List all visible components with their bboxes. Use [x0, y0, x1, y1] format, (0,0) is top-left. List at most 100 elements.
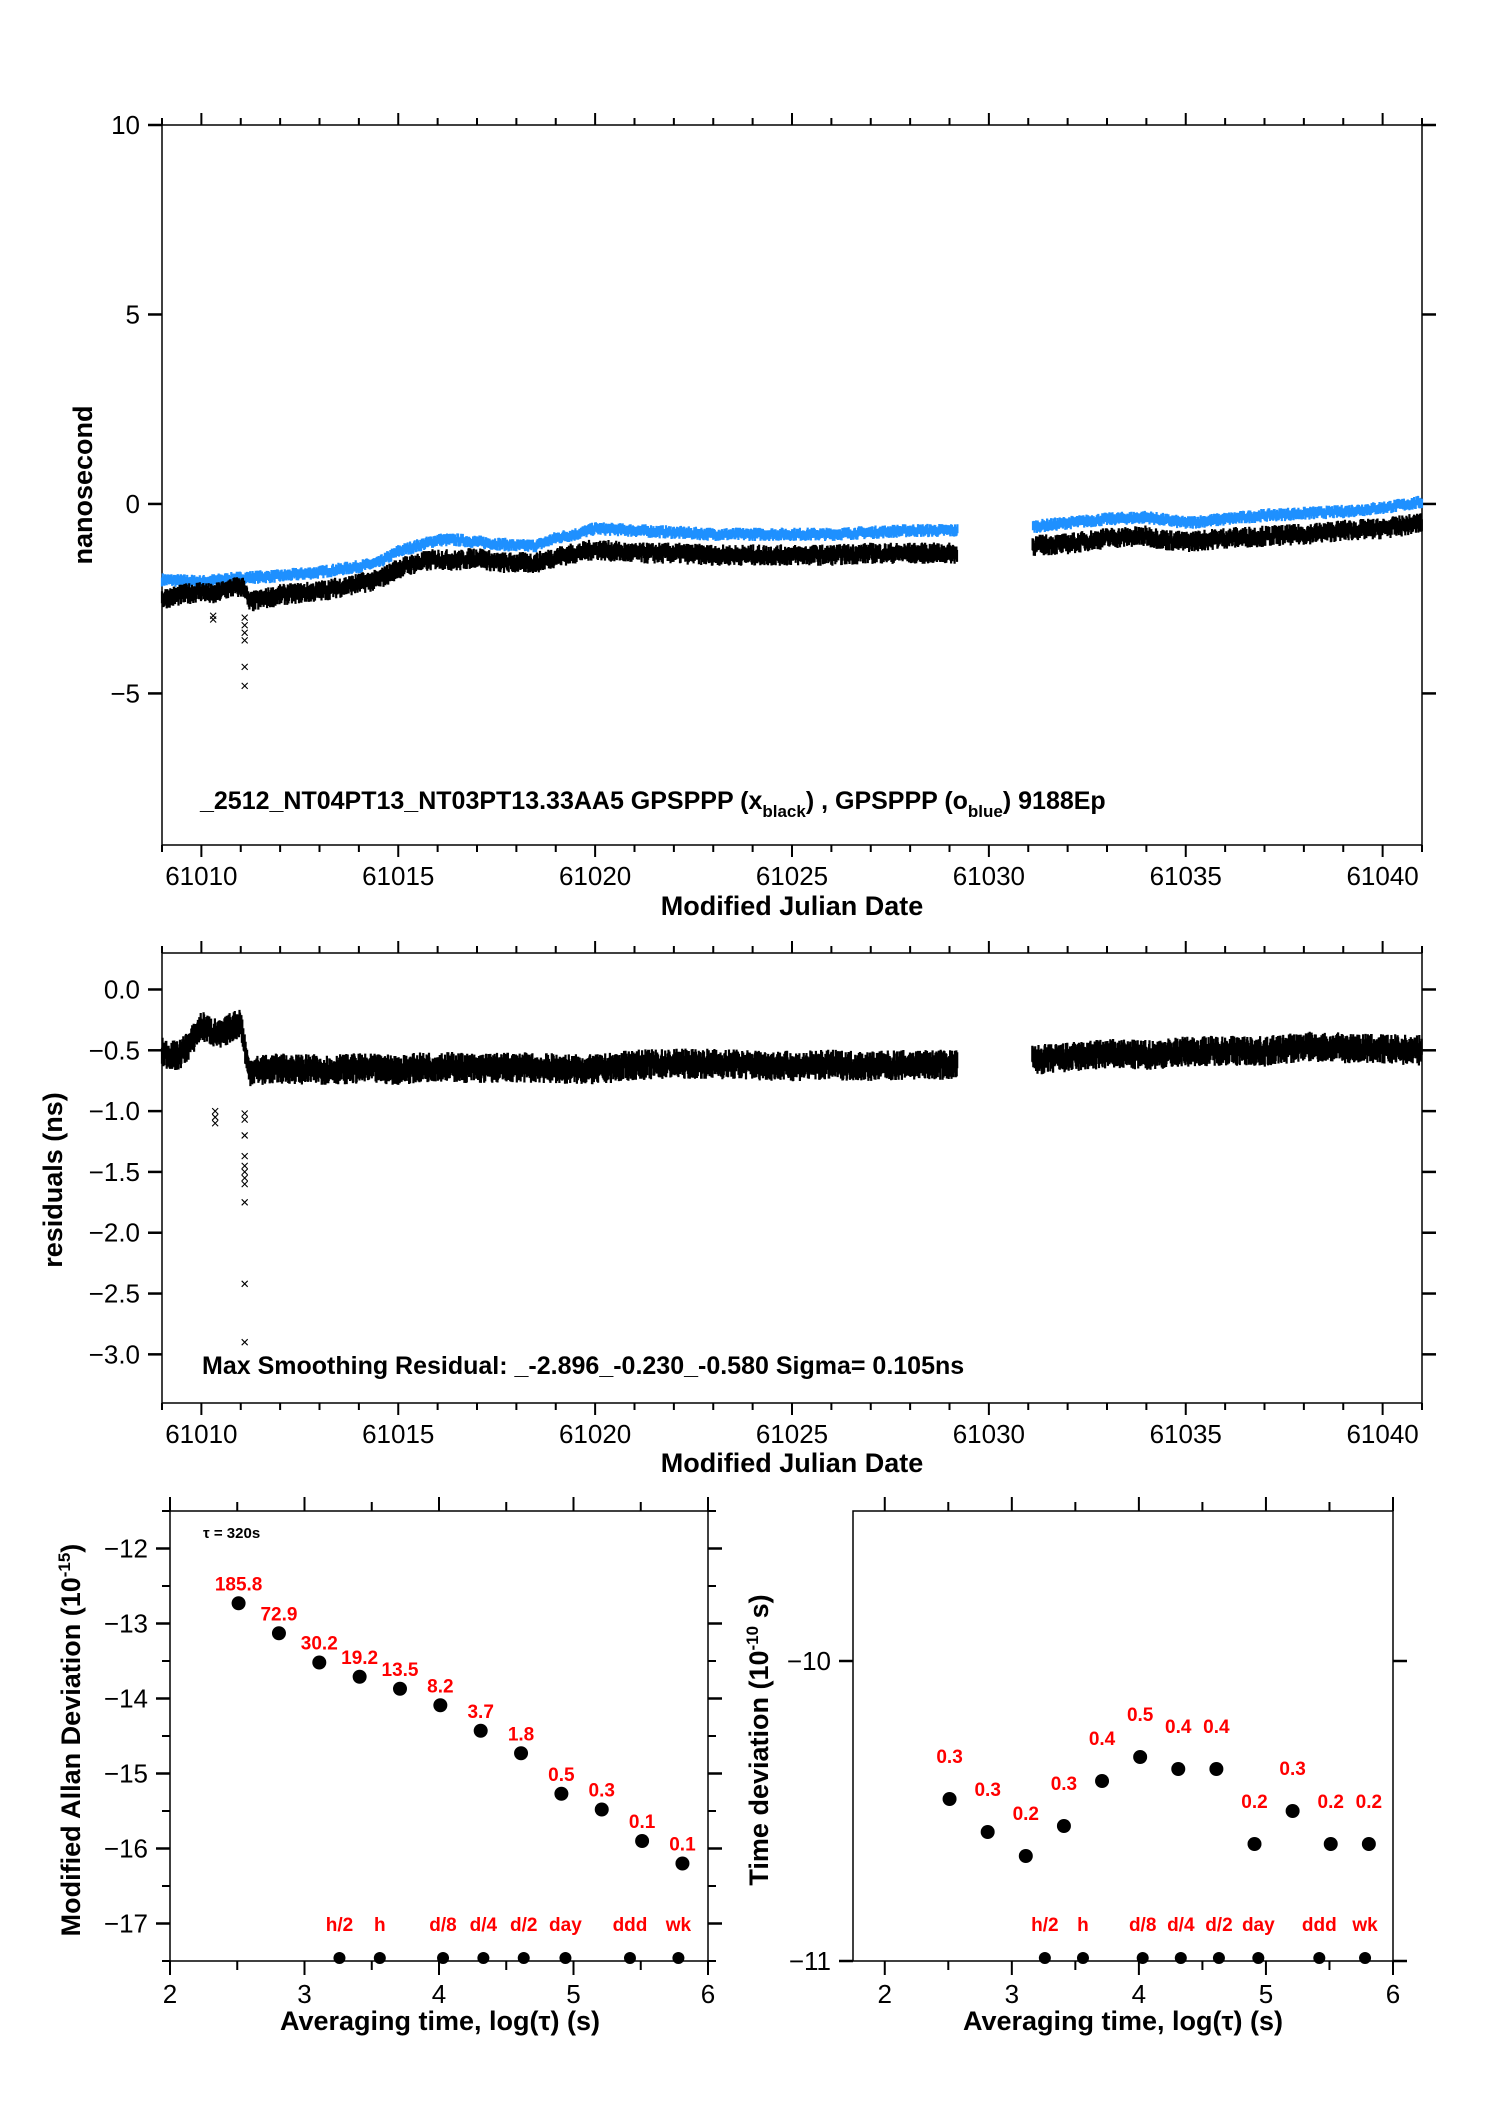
mdev-panel: 2 3 4 5 6 −12 −13 −14 −15 −16 −17 185.8 72.930.219.2… — [55, 1497, 722, 2036]
tdev-value-label: 0.2 — [1241, 1792, 1267, 1813]
tdev-data-point — [1018, 1849, 1033, 1863]
tdev-interval-label: ddd — [1302, 1915, 1337, 1936]
residual-outlier-point — [241, 1110, 249, 1117]
residuals-x-tick-label: 61030 — [953, 1419, 1025, 1449]
mdev-x-tick-label: 5 — [566, 1979, 580, 2009]
phase-x-tick-label: 61010 — [165, 861, 237, 891]
tdev-value-label: 0.3 — [974, 1780, 1000, 1801]
residual-outlier-point — [241, 1338, 249, 1346]
black-outlier-point — [241, 629, 249, 637]
tdev-interval-label: wk — [1351, 1915, 1378, 1936]
mdev-interval-marker — [517, 1952, 530, 1964]
residual-outlier-point — [241, 1198, 249, 1206]
tdev-data-point — [1361, 1837, 1376, 1851]
mdev-data-point — [231, 1596, 246, 1611]
tdev-data-point — [1285, 1804, 1300, 1818]
mdev-y-axis-title: Modified Allan Deviation (10-15) — [55, 1544, 86, 1937]
residual-outlier-point — [241, 1152, 249, 1160]
mdev-value-label: 8.2 — [427, 1676, 453, 1697]
residuals-y-tick-label: −2.5 — [89, 1279, 140, 1309]
tdev-data-point — [980, 1825, 995, 1839]
mdev-interval-label: h — [374, 1915, 386, 1936]
residuals-y-axis-title: residuals (ns) — [38, 1092, 68, 1268]
blue-series-band — [160, 495, 1424, 589]
tdev-y-tick-label: −11 — [789, 1946, 831, 1976]
phase-annotation: _2512_NT04PT13_NT03PT13.33AA5 GPSPPP (xb… — [199, 787, 1106, 821]
tdev-value-label: 0.4 — [1089, 1729, 1116, 1750]
tdev-value-label: 0.3 — [1279, 1759, 1305, 1780]
mdev-data-point — [554, 1786, 569, 1801]
residual-outlier-point — [211, 1107, 219, 1115]
mdev-data-point — [312, 1655, 327, 1670]
mdev-data-point — [675, 1856, 690, 1871]
tau-annotation: τ = 320s — [203, 1525, 260, 1542]
mdev-value-label: 0.5 — [548, 1765, 575, 1786]
mdev-interval-marker — [333, 1952, 346, 1964]
tdev-interval-label: day — [1242, 1915, 1275, 1936]
mdev-y-tick-label: −14 — [104, 1684, 148, 1714]
residual-outlier-point — [241, 1280, 249, 1288]
residuals-x-tick-label: 61025 — [756, 1419, 828, 1449]
tdev-interval-marker — [1076, 1952, 1089, 1964]
black-outlier-point — [209, 616, 217, 623]
mdev-value-label: 30.2 — [301, 1634, 338, 1655]
black-outlier-point — [241, 663, 249, 671]
tdev-interval-marker — [1359, 1952, 1372, 1964]
residual-outlier-point — [241, 1162, 249, 1170]
phase-x-tick-label: 61015 — [362, 861, 434, 891]
tdev-value-label: 0.3 — [1051, 1774, 1077, 1795]
mdev-data-point — [594, 1802, 609, 1817]
phase-y-axis-title: nanosecond — [68, 405, 98, 564]
phase-panel: 61010 61015 61020 61025 61030 61035 61040 −5 0 5 1… — [68, 110, 1436, 921]
phase-marks: 61010 61015 61020 61025 61030 61035 61040 −5 0 5 1… — [110, 110, 1436, 891]
tdev-plot-frame — [852, 1510, 1394, 1962]
tdev-interval-label: d/4 — [1167, 1915, 1195, 1936]
mdev-value-label: 0.1 — [669, 1835, 696, 1856]
tdev-value-label: 0.2 — [1356, 1792, 1382, 1813]
mdev-x-tick-label: 6 — [701, 1979, 715, 2009]
tdev-interval-marker — [1212, 1952, 1225, 1964]
tdev-data-point — [1209, 1762, 1224, 1776]
residuals-x-tick-label: 61040 — [1346, 1419, 1418, 1449]
mdev-interval-label: h/2 — [326, 1915, 353, 1936]
mdev-value-label: 1.8 — [508, 1724, 534, 1745]
mdev-x-tick-label: 2 — [163, 1979, 177, 2009]
tdev-interval-label: d/2 — [1205, 1915, 1232, 1936]
mdev-interval-label: d/8 — [429, 1915, 456, 1936]
residual-outlier-point — [241, 1168, 249, 1176]
mdev-y-tick-label: −13 — [104, 1609, 148, 1639]
mdev-x-axis-title: Averaging time, log(τ) (s) — [280, 2006, 600, 2036]
black-outlier-point — [241, 621, 249, 629]
mdev-data-point — [392, 1681, 407, 1696]
tdev-interval-marker — [1136, 1952, 1149, 1964]
tdev-interval-marker — [1174, 1952, 1187, 1964]
tdev-x-tick-label: 5 — [1259, 1979, 1273, 2009]
mdev-x-tick-label: 4 — [432, 1979, 446, 2009]
residuals-x-tick-label: 61035 — [1150, 1419, 1222, 1449]
tdev-x-tick-label: 4 — [1132, 1979, 1146, 2009]
tdev-data-point — [1056, 1819, 1071, 1833]
mdev-interval-label: day — [549, 1915, 582, 1936]
tdev-x-axis-title: Averaging time, log(τ) (s) — [963, 2006, 1283, 2036]
phase-y-tick-label: 5 — [126, 299, 140, 329]
mdev-data-point — [433, 1698, 448, 1713]
residuals-y-tick-label: −2.0 — [89, 1218, 140, 1248]
tdev-marks: 2 3 4 5 6 −10 −11 0.3 0.3 0.2 0.3 0.4 0.5 0.4 0.4 0.2 0.… — [787, 1497, 1407, 2009]
tdev-interval-marker — [1252, 1952, 1265, 1964]
black-outlier-point — [241, 614, 249, 622]
residuals-annotation: Max Smoothing Residual: _-2.896_-0.230_-… — [202, 1352, 964, 1380]
phase-y-tick-label: −5 — [110, 678, 140, 708]
residuals-x-tick-label: 61010 — [165, 1419, 237, 1449]
tdev-data-point — [1171, 1762, 1186, 1776]
phase-x-tick-label: 61035 — [1150, 861, 1222, 891]
tdev-interval-label: h/2 — [1031, 1915, 1058, 1936]
tdev-value-label: 0.4 — [1165, 1717, 1192, 1738]
tdev-data-point — [942, 1792, 957, 1806]
mdev-data-point — [473, 1723, 488, 1738]
residuals-x-tick-label: 61020 — [559, 1419, 631, 1449]
mdev-y-tick-label: −17 — [104, 1909, 148, 1939]
tdev-interval-label: h — [1077, 1915, 1089, 1936]
residual-marks: 61010 61015 61020 61025 61030 61035 61040 0.0 −0… — [89, 941, 1436, 1449]
mdev-value-label: 13.5 — [382, 1660, 419, 1681]
tdev-y-axis-title: Time deviation (10-10 s) — [743, 1594, 774, 1885]
